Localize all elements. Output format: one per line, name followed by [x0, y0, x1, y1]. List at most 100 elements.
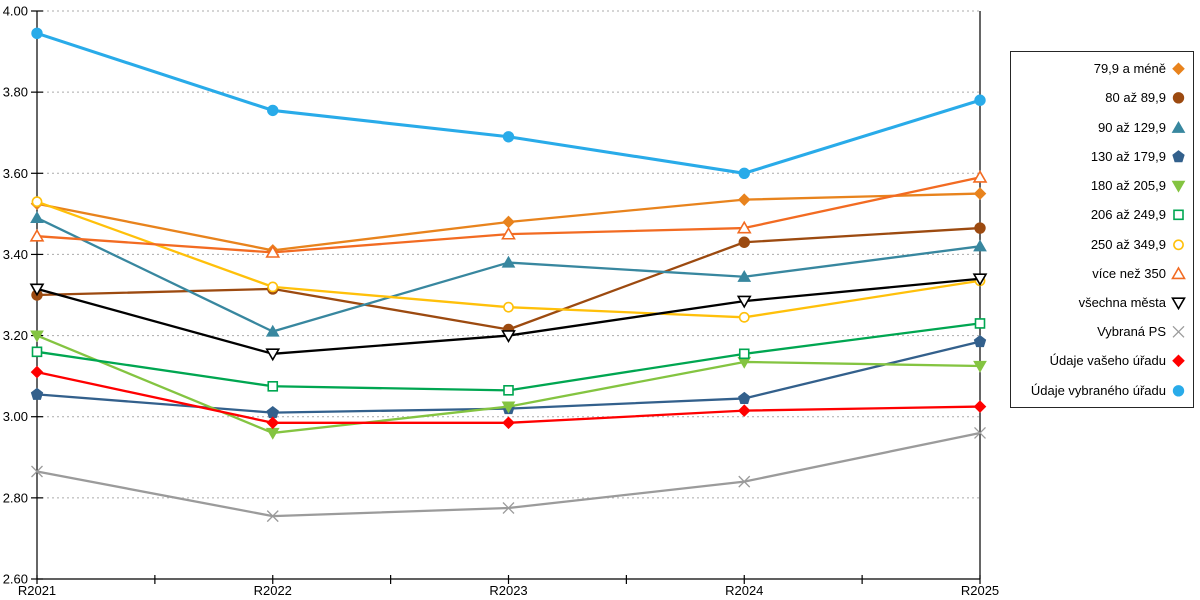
- y-axis-tick-label: 3.20: [3, 328, 28, 343]
- data-point-marker: [738, 475, 751, 488]
- legend-item-label: 90 až 129,9: [1098, 119, 1166, 135]
- series--daje-vybran-ho-adu: [31, 27, 986, 179]
- data-point-marker: [1172, 326, 1185, 338]
- data-point-marker: [974, 222, 986, 234]
- series-line: [35, 176, 982, 254]
- legend-item: Údaje vašeho úřadu: [1011, 346, 1193, 375]
- legend-item: 90 až 129,9: [1011, 113, 1193, 142]
- data-point-marker: [1171, 266, 1186, 279]
- square-legend-marker-icon: [1173, 209, 1184, 221]
- data-point-marker: [974, 426, 986, 439]
- x-axis-tick-label: R2023: [489, 583, 527, 598]
- x-legend-marker-icon: [1172, 326, 1185, 338]
- data-point-marker: [502, 502, 515, 514]
- pentagon-legend-marker-icon: [1172, 150, 1185, 163]
- data-point-marker: [266, 510, 279, 523]
- legend-item-label: 79,9 a méně: [1093, 61, 1166, 77]
- data-point-marker: [501, 255, 516, 268]
- data-point-marker: [1173, 209, 1184, 221]
- data-point-marker: [267, 104, 279, 117]
- data-point-marker: [974, 318, 986, 329]
- circle-legend-marker-icon: [1172, 92, 1185, 104]
- data-point-marker: [1172, 92, 1185, 104]
- data-point-marker: [736, 220, 752, 234]
- y-axis-tick-label: 4.00: [3, 4, 28, 19]
- legend-item: Údaje vybraného úřadu: [1011, 376, 1193, 405]
- data-point-marker: [501, 330, 516, 343]
- data-point-marker: [30, 211, 44, 224]
- data-point-marker: [1172, 384, 1185, 397]
- legend-item: 130 až 179,9: [1011, 142, 1193, 171]
- y-axis-tick-label: 3.00: [3, 409, 28, 424]
- chart-legend: 79,9 a méně 80 až 89,9 90 až 129,9 130 až 1…: [1010, 51, 1194, 408]
- data-point-marker: [267, 281, 279, 293]
- data-point-marker: [973, 335, 987, 348]
- data-point-marker: [972, 273, 988, 287]
- series-line: [35, 226, 982, 331]
- data-point-marker: [1173, 238, 1184, 250]
- diamond-legend-marker-icon: [1172, 354, 1185, 368]
- data-point-marker: [502, 131, 515, 143]
- data-point-marker: [738, 391, 751, 404]
- data-point-marker: [265, 324, 280, 337]
- y-axis-tick-label: 2.60: [3, 572, 28, 587]
- series-line: [35, 31, 982, 175]
- x-axis-tick-label: R2024: [725, 583, 763, 598]
- y-axis-tick-label: 3.80: [3, 85, 28, 100]
- series-80-a-89-9: [31, 222, 986, 336]
- legend-item: 180 až 205,9: [1011, 171, 1193, 200]
- circle-legend-marker-icon: [1173, 238, 1184, 250]
- data-point-marker: [974, 94, 986, 106]
- data-point-marker: [31, 465, 43, 478]
- data-point-marker: [736, 295, 752, 309]
- data-point-marker: [29, 283, 45, 297]
- data-point-marker: [503, 385, 514, 396]
- y-axis-tick-label: 3.40: [3, 247, 28, 262]
- data-point-marker: [265, 244, 281, 258]
- legend-item-label: 250 až 349,9: [1090, 236, 1166, 252]
- data-point-marker: [30, 330, 44, 343]
- series-206-a-249-9: [31, 318, 986, 396]
- data-point-marker: [501, 401, 516, 414]
- diamond-legend-marker-icon: [1172, 62, 1185, 76]
- data-point-marker: [501, 226, 516, 240]
- data-point-marker: [973, 360, 987, 373]
- data-point-marker: [29, 228, 45, 242]
- data-point-marker: [1171, 180, 1186, 193]
- legend-item-label: Vybraná PS: [1097, 324, 1166, 340]
- legend-item: Vybraná PS: [1011, 317, 1193, 346]
- data-point-marker: [31, 346, 43, 358]
- x-axis-tick-label: R2025: [961, 583, 999, 598]
- data-point-marker: [1171, 297, 1186, 310]
- legend-item-label: 80 až 89,9: [1105, 90, 1166, 106]
- x-axis-tick-label: R2021: [18, 583, 56, 598]
- data-point-marker: [738, 167, 750, 179]
- legend-item-label: více než 350: [1092, 265, 1166, 281]
- circle-legend-marker-icon: [1172, 384, 1185, 397]
- legend-item-label: Údaje vybraného úřadu: [1030, 382, 1166, 398]
- data-point-marker: [973, 187, 987, 200]
- data-point-marker: [30, 365, 44, 379]
- series--daje-va-eho-adu: [30, 365, 987, 430]
- data-point-marker: [1172, 62, 1185, 76]
- legend-item: 206 až 249,9: [1011, 200, 1193, 229]
- legend-item-label: 180 až 205,9: [1090, 178, 1166, 194]
- data-point-marker: [31, 27, 43, 40]
- legend-item: všechna města: [1011, 288, 1193, 317]
- data-point-marker: [502, 215, 515, 229]
- data-point-marker: [267, 380, 279, 392]
- series-line: [35, 431, 982, 518]
- series-line: [35, 370, 982, 424]
- data-point-marker: [738, 236, 750, 248]
- data-point-marker: [738, 348, 750, 360]
- data-point-marker: [1171, 120, 1186, 133]
- legend-item-label: Údaje vašeho úřadu: [1049, 353, 1166, 369]
- data-point-marker: [266, 416, 280, 430]
- data-point-marker: [1172, 150, 1185, 163]
- series-vybran-ps: [31, 426, 986, 523]
- triangle-up-legend-marker-icon: [1171, 120, 1186, 133]
- data-point-marker: [973, 400, 987, 413]
- data-point-marker: [31, 196, 43, 208]
